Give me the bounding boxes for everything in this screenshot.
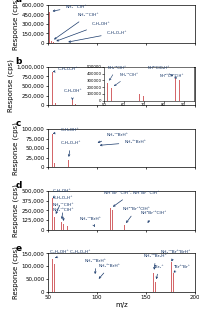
- Bar: [53, 42, 54, 43]
- Y-axis label: Response (cps): Response (cps): [13, 184, 19, 237]
- Text: C₂H₅O₂H⁺: C₂H₅O₂H⁺: [60, 141, 81, 156]
- Bar: [173, 273, 174, 292]
- Bar: [67, 227, 68, 230]
- Bar: [155, 282, 156, 292]
- Bar: [54, 163, 55, 167]
- X-axis label: m/z: m/z: [115, 302, 128, 308]
- Text: NH₂⁷⁹BrH⁺: NH₂⁷⁹BrH⁺: [98, 134, 129, 143]
- Text: NH₂⁷⁹Br₂H⁺: NH₂⁷⁹Br₂H⁺: [144, 254, 168, 269]
- Bar: [52, 259, 53, 292]
- Bar: [61, 222, 62, 230]
- Bar: [54, 217, 55, 230]
- Y-axis label: Response (cps): Response (cps): [13, 246, 19, 299]
- Text: C₂H₅OH⁺: C₂H₅OH⁺: [53, 189, 71, 197]
- Text: NH₂⁷¹ClH⁺: NH₂⁷¹ClH⁺: [55, 13, 99, 39]
- Bar: [147, 226, 148, 230]
- Text: NH₂⁷⁹BrH⁺: NH₂⁷⁹BrH⁺: [79, 217, 101, 226]
- Bar: [153, 273, 154, 292]
- Text: b: b: [15, 57, 22, 66]
- Bar: [54, 264, 55, 292]
- Y-axis label: Response (cps): Response (cps): [7, 60, 14, 112]
- Text: C₂H₅OH⁺: C₂H₅OH⁺: [63, 89, 82, 100]
- Text: C₂H₅O₂H⁺: C₂H₅O₂H⁺: [53, 196, 73, 213]
- Bar: [52, 198, 53, 230]
- Text: ⁹Br⁸¹Br⁺: ⁹Br⁸¹Br⁺: [173, 265, 190, 272]
- Text: d: d: [15, 181, 22, 190]
- Text: NH₂⁷⁹BrH⁺: NH₂⁷⁹BrH⁺: [85, 259, 107, 273]
- Text: NH₂⁷⁹Br⁸¹BrH⁺: NH₂⁷⁹Br⁸¹BrH⁺: [161, 250, 191, 261]
- Text: C₂H₅OH⁺ C₂H₅O₂H⁺: C₂H₅OH⁺ C₂H₅O₂H⁺: [50, 250, 90, 258]
- Text: e: e: [15, 244, 21, 253]
- Text: a: a: [15, 0, 21, 4]
- Text: ⁹Br₂⁺: ⁹Br₂⁺: [154, 265, 164, 279]
- Text: c: c: [15, 119, 21, 128]
- Bar: [171, 261, 172, 292]
- Text: NH₂⁷⁹ClH⁺: NH₂⁷⁹ClH⁺: [53, 4, 87, 12]
- Text: NH²Br⁷³ClH⁺: NH²Br⁷³ClH⁺: [141, 211, 167, 222]
- Text: C₂H₅O₂H⁺: C₂H₅O₂H⁺: [54, 67, 78, 72]
- Bar: [52, 134, 53, 167]
- Bar: [65, 42, 66, 43]
- Text: C₂H₅O₂H⁺: C₂H₅O₂H⁺: [69, 31, 127, 42]
- Bar: [63, 224, 64, 230]
- Text: NH²⁹Br⁷³ClH⁺: NH²⁹Br⁷³ClH⁺: [122, 207, 150, 222]
- Text: NH²Br⁷⁹ClH⁺, NH²Br⁷¹ClH⁺: NH²Br⁷⁹ClH⁺, NH²Br⁷¹ClH⁺: [104, 191, 159, 206]
- Bar: [49, 12, 50, 43]
- Text: C₂H₅OH⁺: C₂H₅OH⁺: [57, 22, 111, 41]
- Bar: [55, 103, 56, 105]
- Text: NH₂⁸¹BrH⁺: NH₂⁸¹BrH⁺: [99, 264, 121, 278]
- Text: NH₂⁷¹ClH⁺: NH₂⁷¹ClH⁺: [53, 203, 74, 218]
- Bar: [110, 208, 111, 230]
- Bar: [51, 41, 52, 43]
- Y-axis label: Response (cps): Response (cps): [13, 0, 19, 50]
- Bar: [52, 72, 53, 105]
- Text: NH₂⁷³ClH⁺: NH₂⁷³ClH⁺: [53, 208, 74, 220]
- Bar: [124, 225, 125, 230]
- Bar: [72, 100, 73, 105]
- Text: NH₂⁸¹BrH⁺: NH₂⁸¹BrH⁺: [100, 140, 146, 146]
- Text: C₂H₅OH⁺: C₂H₅OH⁺: [53, 128, 79, 134]
- Bar: [112, 210, 113, 230]
- Y-axis label: Response (cps): Response (cps): [13, 122, 19, 175]
- Bar: [68, 160, 69, 167]
